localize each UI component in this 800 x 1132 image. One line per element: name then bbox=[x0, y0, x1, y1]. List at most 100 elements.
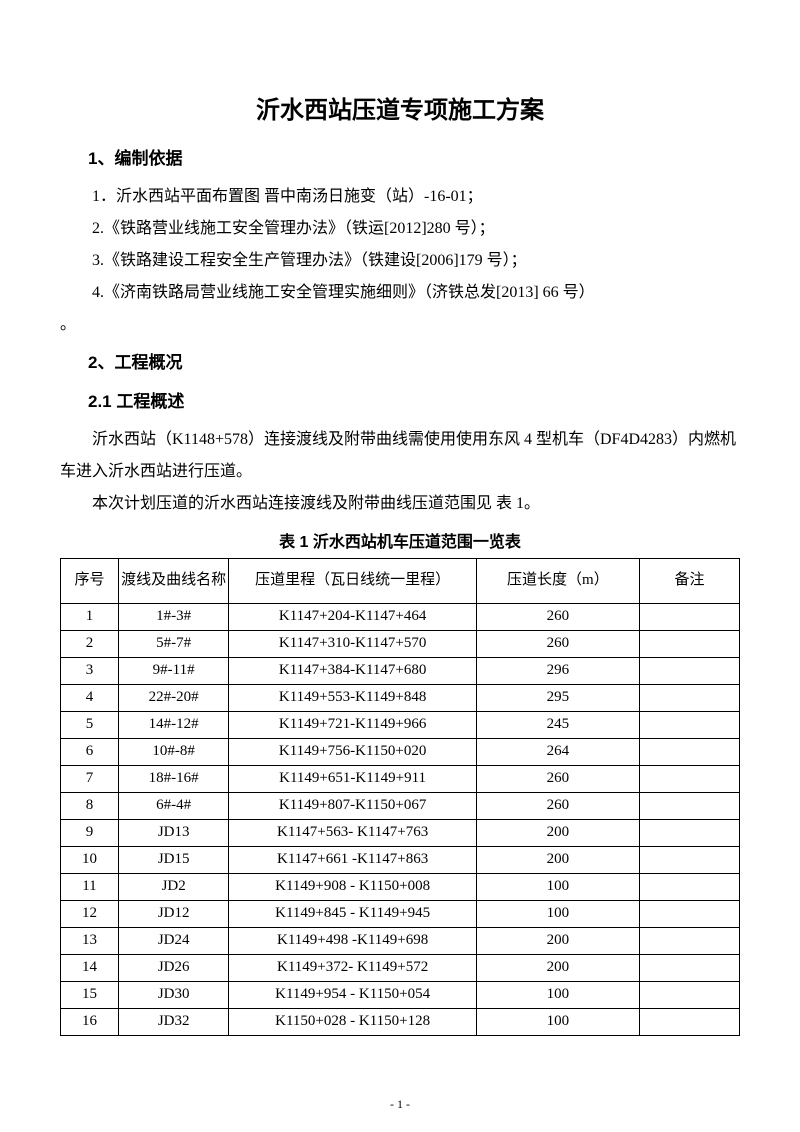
table-cell: JD26 bbox=[118, 954, 229, 981]
table-cell: 5#-7# bbox=[118, 630, 229, 657]
table-row: 11#-3#K1147+204-K1147+464260 bbox=[61, 603, 740, 630]
s1-item2: 2.《铁路营业线施工安全管理办法》（铁运[2012]280 号）； bbox=[60, 213, 740, 245]
table-cell: 9 bbox=[61, 819, 119, 846]
table-cell: 260 bbox=[476, 630, 639, 657]
table-cell: 200 bbox=[476, 927, 639, 954]
table-row: 718#-16#K1149+651-K1149+911260 bbox=[61, 765, 740, 792]
table-header-row: 序号 渡线及曲线名称 压道里程（瓦日线统一里程） 压道长度（m） 备注 bbox=[61, 558, 740, 603]
table-cell: 264 bbox=[476, 738, 639, 765]
table-cell: JD24 bbox=[118, 927, 229, 954]
table-cell bbox=[639, 765, 739, 792]
th-mile: 压道里程（瓦日线统一里程） bbox=[229, 558, 476, 603]
table-cell bbox=[639, 873, 739, 900]
table-row: 11JD2K1149+908 - K1150+008100 bbox=[61, 873, 740, 900]
table-cell: 15 bbox=[61, 981, 119, 1008]
table-cell: K1149+845 - K1149+945 bbox=[229, 900, 476, 927]
table-cell bbox=[639, 819, 739, 846]
table-cell: 245 bbox=[476, 711, 639, 738]
table-cell: 13 bbox=[61, 927, 119, 954]
section2-head: 2、工程概况 bbox=[88, 347, 740, 379]
table-cell: JD2 bbox=[118, 873, 229, 900]
table-cell: 22#-20# bbox=[118, 684, 229, 711]
table-cell: K1147+384-K1147+680 bbox=[229, 657, 476, 684]
th-len: 压道长度（m） bbox=[476, 558, 639, 603]
section2-sub: 2.1 工程概述 bbox=[88, 386, 740, 418]
table-cell: K1149+553-K1149+848 bbox=[229, 684, 476, 711]
table-row: 86#-4#K1149+807-K1150+067260 bbox=[61, 792, 740, 819]
table-cell bbox=[639, 927, 739, 954]
table-cell: 8 bbox=[61, 792, 119, 819]
table-cell: 18#-16# bbox=[118, 765, 229, 792]
table-cell: 11 bbox=[61, 873, 119, 900]
table-cell bbox=[639, 846, 739, 873]
document-title: 沂水西站压道专项施工方案 bbox=[60, 90, 740, 125]
table-cell: 200 bbox=[476, 954, 639, 981]
table-cell: K1149+372- K1149+572 bbox=[229, 954, 476, 981]
table-cell: JD30 bbox=[118, 981, 229, 1008]
table-cell: K1147+204-K1147+464 bbox=[229, 603, 476, 630]
s1-item3: 3.《铁路建设工程安全生产管理办法》（铁建设[2006]179 号）； bbox=[60, 245, 740, 277]
th-name: 渡线及曲线名称 bbox=[118, 558, 229, 603]
table-cell: 200 bbox=[476, 819, 639, 846]
th-seq: 序号 bbox=[61, 558, 119, 603]
table-row: 514#-12#K1149+721-K1149+966245 bbox=[61, 711, 740, 738]
table-cell: 1 bbox=[61, 603, 119, 630]
table-row: 12JD12K1149+845 - K1149+945100 bbox=[61, 900, 740, 927]
table-row: 25#-7#K1147+310-K1147+570260 bbox=[61, 630, 740, 657]
table-cell: 10 bbox=[61, 846, 119, 873]
table-body: 11#-3#K1147+204-K1147+46426025#-7#K1147+… bbox=[61, 603, 740, 1035]
table-row: 422#-20#K1149+553-K1149+848295 bbox=[61, 684, 740, 711]
table-cell: 10#-8# bbox=[118, 738, 229, 765]
table-caption: 表 1 沂水西站机车压道范围一览表 bbox=[60, 528, 740, 552]
table-cell: JD13 bbox=[118, 819, 229, 846]
table-cell: K1149+756-K1150+020 bbox=[229, 738, 476, 765]
document-page: 沂水西站压道专项施工方案 1、编制依据 1．沂水西站平面布置图 晋中南汤日施变（… bbox=[0, 0, 800, 1132]
table-cell bbox=[639, 630, 739, 657]
page-number: - 1 - bbox=[0, 1097, 800, 1112]
table-cell bbox=[639, 900, 739, 927]
table-cell: K1147+661 -K1147+863 bbox=[229, 846, 476, 873]
table-cell: 100 bbox=[476, 1008, 639, 1035]
table-cell bbox=[639, 1008, 739, 1035]
table-cell: K1147+310-K1147+570 bbox=[229, 630, 476, 657]
table-cell: 16 bbox=[61, 1008, 119, 1035]
table-row: 610#-8#K1149+756-K1150+020264 bbox=[61, 738, 740, 765]
s1-item4: 4.《济南铁路局营业线施工安全管理实施细则》（济铁总发[2013] 66 号） bbox=[60, 277, 740, 309]
table-cell: 200 bbox=[476, 846, 639, 873]
table-cell: K1149+954 - K1150+054 bbox=[229, 981, 476, 1008]
table-cell bbox=[639, 792, 739, 819]
s1-item1: 1．沂水西站平面布置图 晋中南汤日施变（站）-16-01； bbox=[60, 181, 740, 213]
table-cell: 14#-12# bbox=[118, 711, 229, 738]
table-cell bbox=[639, 738, 739, 765]
table-cell: 2 bbox=[61, 630, 119, 657]
table-cell: 3 bbox=[61, 657, 119, 684]
table-row: 13JD24K1149+498 -K1149+698200 bbox=[61, 927, 740, 954]
table-cell: 12 bbox=[61, 900, 119, 927]
table-row: 39#-11#K1147+384-K1147+680296 bbox=[61, 657, 740, 684]
table-cell: JD12 bbox=[118, 900, 229, 927]
table-cell bbox=[639, 603, 739, 630]
table-cell: JD32 bbox=[118, 1008, 229, 1035]
s2-p1: 沂水西站（K1148+578）连接渡线及附带曲线需使用使用东风 4 型机车（DF… bbox=[60, 424, 740, 488]
table-cell: 1#-3# bbox=[118, 603, 229, 630]
table-row: 15JD30K1149+954 - K1150+054100 bbox=[61, 981, 740, 1008]
table-cell: 14 bbox=[61, 954, 119, 981]
table-cell: K1150+028 - K1150+128 bbox=[229, 1008, 476, 1035]
th-note: 备注 bbox=[639, 558, 739, 603]
table-cell: 296 bbox=[476, 657, 639, 684]
table-cell: 260 bbox=[476, 603, 639, 630]
table-cell: 6 bbox=[61, 738, 119, 765]
table-cell: K1149+721-K1149+966 bbox=[229, 711, 476, 738]
table-cell: K1149+498 -K1149+698 bbox=[229, 927, 476, 954]
table-cell: 5 bbox=[61, 711, 119, 738]
table-cell: 100 bbox=[476, 900, 639, 927]
table-cell: 260 bbox=[476, 765, 639, 792]
table-cell bbox=[639, 657, 739, 684]
section1-head: 1、编制依据 bbox=[88, 143, 740, 175]
table-cell bbox=[639, 981, 739, 1008]
s2-p2: 本次计划压道的沂水西站连接渡线及附带曲线压道范围见 表 1。 bbox=[60, 488, 740, 520]
table-cell: K1149+651-K1149+911 bbox=[229, 765, 476, 792]
table-row: 16JD32K1150+028 - K1150+128100 bbox=[61, 1008, 740, 1035]
table-row: 14JD26K1149+372- K1149+572200 bbox=[61, 954, 740, 981]
table-cell: 260 bbox=[476, 792, 639, 819]
